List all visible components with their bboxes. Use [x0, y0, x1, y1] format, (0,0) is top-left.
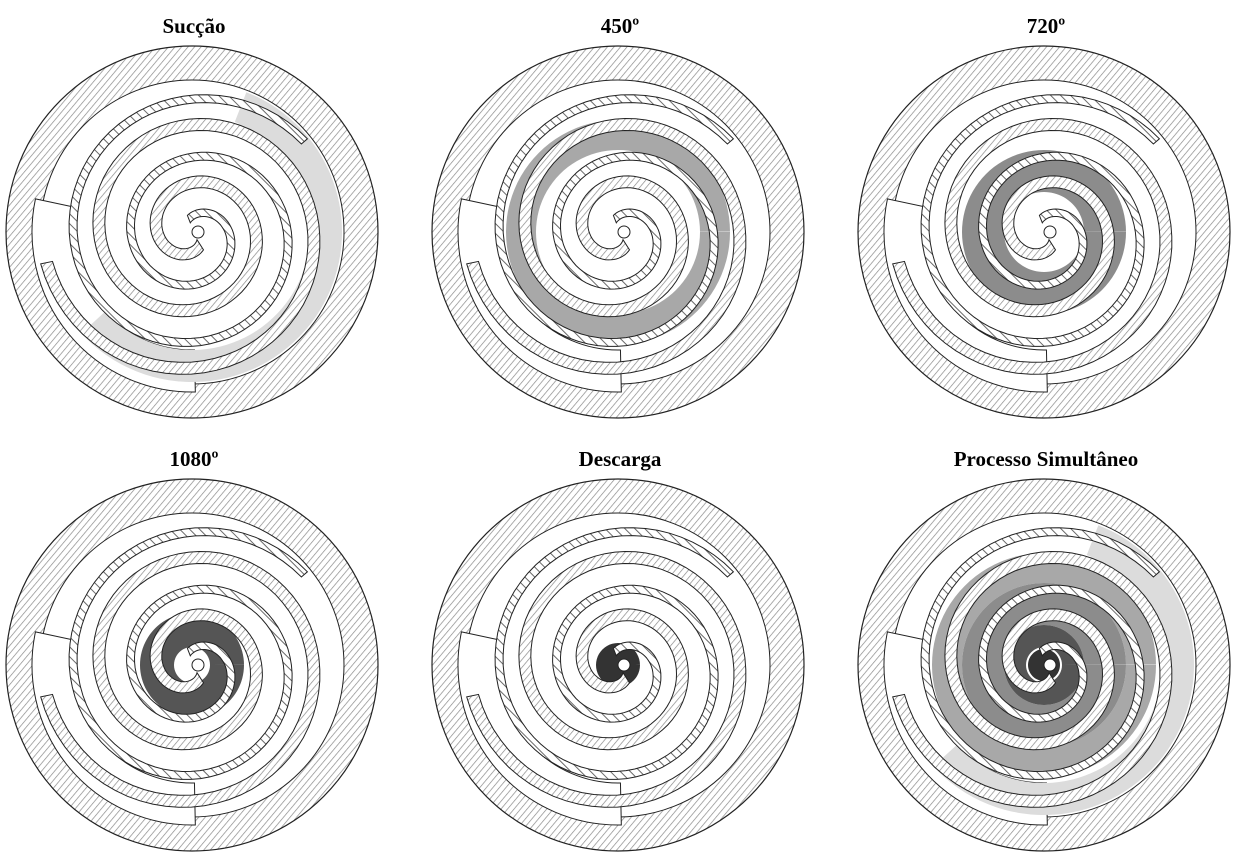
orbiting-scroll [494, 527, 735, 780]
panel-title: 720º [1026, 14, 1066, 38]
discharge-port [191, 658, 205, 672]
discharge-port [617, 658, 631, 672]
fixed-scroll [466, 550, 747, 808]
scroll-diagram [5, 45, 379, 419]
gas-pocket [596, 642, 640, 687]
discharge-port [1043, 658, 1057, 672]
panel-title: Processo Simultâneo [953, 447, 1139, 471]
panel-descarga: Descarga [430, 433, 810, 865]
orbiting-scroll [494, 94, 735, 347]
discharge-port [1043, 225, 1057, 239]
orbiting-scroll [920, 94, 1161, 347]
panel-1080: 1080º [4, 433, 384, 865]
orbiting-scroll [920, 527, 1161, 780]
orbiting-scroll [68, 94, 309, 347]
scroll-diagram [857, 478, 1231, 852]
panel-title: 450º [600, 14, 640, 38]
discharge-port [617, 225, 631, 239]
panel-title: 1080º [169, 447, 219, 471]
fixed-scroll [40, 117, 321, 375]
scroll-diagram [857, 45, 1231, 419]
fixed-scroll [466, 117, 747, 375]
fixed-scroll [892, 550, 1173, 808]
panel-title: Sucção [162, 14, 226, 38]
panel-simultaneo: Processo Simultâneo [856, 433, 1236, 865]
scroll-diagram [431, 45, 805, 419]
scroll-diagram [5, 478, 379, 852]
panel-succao: Sucção [4, 0, 384, 432]
scroll-diagram [431, 478, 805, 852]
discharge-port [191, 225, 205, 239]
fixed-scroll [892, 117, 1173, 375]
fixed-scroll [40, 550, 321, 808]
panel-450: 450º [430, 0, 810, 432]
panel-title: Descarga [578, 447, 662, 471]
orbiting-scroll [68, 527, 309, 780]
gas-pocket [1028, 648, 1060, 681]
panel-720: 720º [856, 0, 1236, 432]
